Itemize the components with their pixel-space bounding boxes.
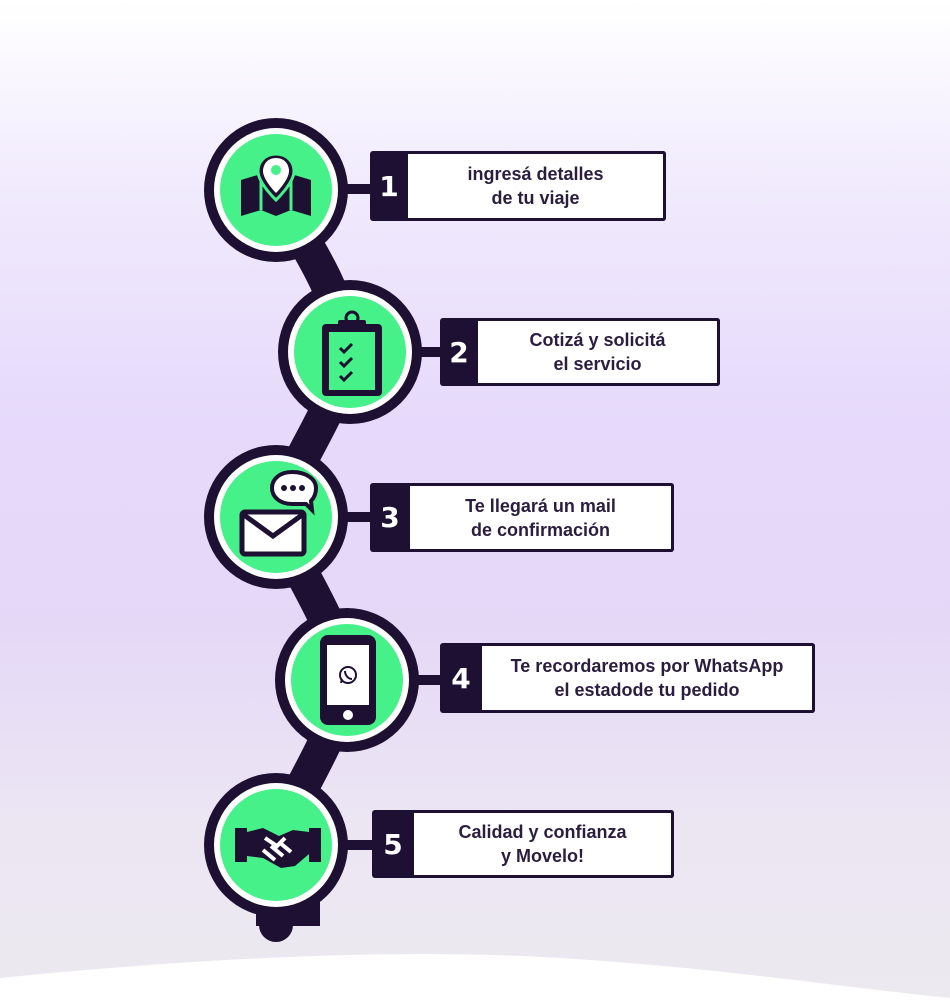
bottom-wave-decoration — [0, 954, 950, 1008]
step-1-number: 1 — [370, 151, 408, 221]
step-3-text-box: Te llegará un mail de confirmación — [410, 483, 674, 552]
handshake-icon — [235, 828, 321, 868]
step-4-line2: el estadode tu pedido — [554, 680, 740, 700]
step-5-line2: y Movelo! — [500, 846, 584, 866]
map-pin-icon — [241, 152, 311, 216]
mail-chat-icon — [239, 469, 319, 557]
step-3-line1: Te llegará un mail — [465, 495, 616, 516]
step-5-number: 5 — [372, 810, 414, 878]
step-4-line1: Te recordaremos por WhatsApp — [510, 656, 784, 676]
step-1-line1: ingresá detalles — [467, 164, 604, 184]
step-4-number: 4 — [440, 643, 482, 713]
step-2-number: 2 — [440, 318, 478, 386]
step-2-line1: Cotizá y solicitá — [529, 330, 666, 350]
step-2-line2: el servicio — [553, 354, 642, 374]
step-1-text-box: ingresá detalles de tu viaje — [408, 151, 666, 221]
step-2-text-box: Cotizá y solicitá el servicio — [478, 318, 720, 386]
step-3-line2: de confirmación — [470, 519, 611, 540]
step-3-number: 3 — [370, 483, 410, 552]
step-4-text-box: Te recordaremos por WhatsApp el estadode… — [482, 643, 815, 713]
step-5-text-box: Calidad y confianza y Movelo! — [414, 810, 674, 878]
clipboard-checklist-icon — [322, 310, 382, 396]
step-5-line1: Calidad y confianza — [458, 822, 627, 842]
step-1-line2: de tu viaje — [491, 188, 580, 208]
phone-whatsapp-icon — [320, 635, 376, 725]
